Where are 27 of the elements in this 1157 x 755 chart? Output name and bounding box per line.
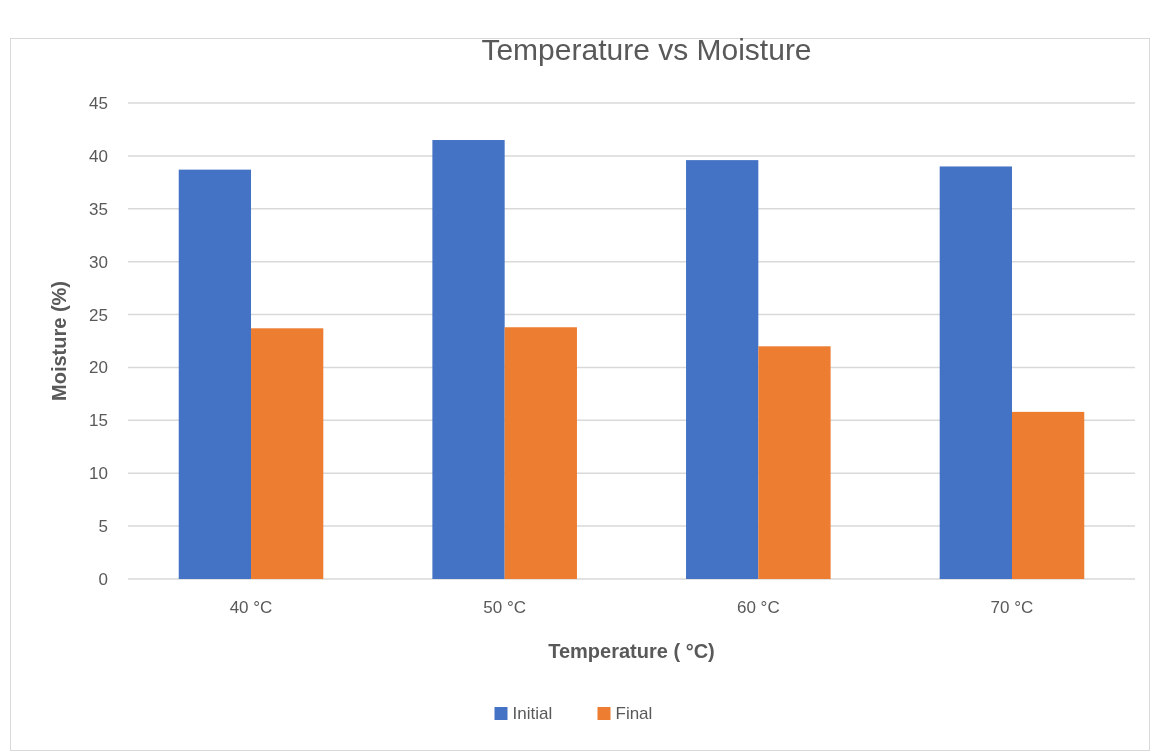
x-tick-label: 70 °C bbox=[990, 598, 1034, 617]
chart-title: Temperature vs Moisture bbox=[481, 33, 812, 66]
y-tick-label: 5 bbox=[98, 517, 108, 537]
bar bbox=[432, 140, 505, 579]
y-axis-title: Moisture (%) bbox=[48, 281, 70, 401]
legend-label: Initial bbox=[512, 704, 553, 723]
y-tick-label: 15 bbox=[89, 411, 108, 431]
y-tick-label: 20 bbox=[89, 358, 108, 378]
bar bbox=[504, 327, 577, 579]
x-tick-label: 60 °C bbox=[736, 598, 780, 617]
y-tick-label: 45 bbox=[89, 93, 108, 113]
legend-label: Final bbox=[615, 704, 653, 723]
bar bbox=[251, 328, 324, 579]
y-tick-label: 0 bbox=[98, 569, 108, 589]
bar bbox=[758, 346, 831, 579]
y-tick-label: 25 bbox=[89, 305, 108, 325]
y-tick-label: 40 bbox=[89, 146, 108, 166]
y-tick-label: 30 bbox=[89, 252, 108, 272]
bar bbox=[939, 166, 1012, 579]
bar bbox=[178, 169, 252, 579]
y-tick-label: 10 bbox=[89, 464, 108, 484]
x-tick-label: 40 °C bbox=[229, 598, 273, 617]
y-tick-label: 35 bbox=[89, 199, 108, 219]
bar bbox=[686, 160, 759, 579]
bar bbox=[1011, 411, 1085, 579]
x-tick-label: 50 °C bbox=[483, 598, 527, 617]
x-axis-title: Temperature ( °C) bbox=[548, 640, 715, 662]
